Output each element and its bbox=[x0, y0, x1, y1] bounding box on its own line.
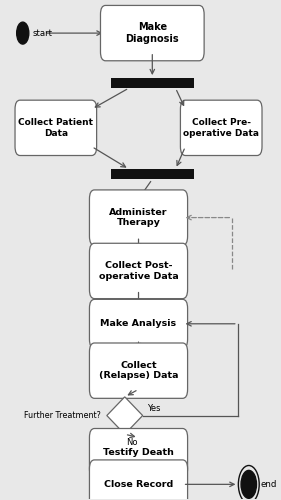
FancyBboxPatch shape bbox=[89, 343, 188, 398]
FancyBboxPatch shape bbox=[101, 6, 204, 61]
Text: Further Treatment?: Further Treatment? bbox=[24, 411, 101, 420]
FancyBboxPatch shape bbox=[89, 428, 188, 478]
Text: Administer
Therapy: Administer Therapy bbox=[109, 208, 168, 228]
Text: Collect Patient
Data: Collect Patient Data bbox=[18, 118, 93, 138]
Polygon shape bbox=[107, 397, 143, 434]
Text: end: end bbox=[261, 480, 277, 489]
Text: Testify Death: Testify Death bbox=[103, 448, 174, 458]
Circle shape bbox=[241, 470, 257, 498]
Text: Collect Pre-
operative Data: Collect Pre- operative Data bbox=[183, 118, 259, 138]
Circle shape bbox=[17, 22, 29, 44]
FancyBboxPatch shape bbox=[89, 300, 188, 348]
Bar bbox=[111, 169, 194, 179]
Bar bbox=[111, 78, 194, 88]
Text: Collect
(Relapse) Data: Collect (Relapse) Data bbox=[99, 361, 178, 380]
FancyBboxPatch shape bbox=[89, 244, 188, 298]
FancyBboxPatch shape bbox=[89, 190, 188, 246]
Text: Collect Post-
operative Data: Collect Post- operative Data bbox=[99, 261, 178, 280]
Text: Make
Diagnosis: Make Diagnosis bbox=[126, 22, 179, 44]
Text: Yes: Yes bbox=[147, 404, 160, 412]
Text: Make Analysis: Make Analysis bbox=[100, 320, 176, 328]
FancyBboxPatch shape bbox=[89, 460, 188, 500]
Text: Close Record: Close Record bbox=[104, 480, 173, 489]
FancyBboxPatch shape bbox=[15, 100, 97, 156]
Text: No: No bbox=[126, 438, 137, 447]
Text: start: start bbox=[32, 28, 52, 38]
FancyBboxPatch shape bbox=[180, 100, 262, 156]
